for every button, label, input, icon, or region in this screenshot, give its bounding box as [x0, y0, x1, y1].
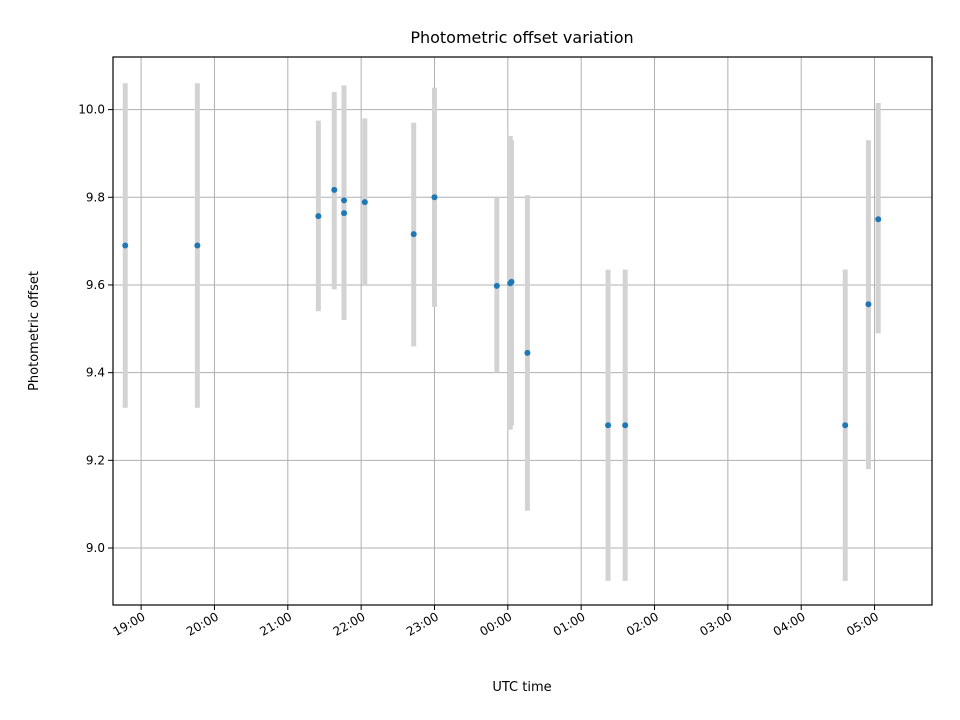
y-tick-label: 10.0 — [78, 103, 105, 117]
data-point — [331, 186, 338, 193]
data-point — [524, 349, 531, 356]
y-tick-label: 9.0 — [86, 541, 105, 555]
data-point — [865, 301, 872, 308]
data-point — [431, 194, 438, 201]
data-point — [122, 242, 129, 249]
x-axis-label: UTC time — [492, 680, 551, 695]
data-point — [315, 213, 322, 220]
data-point — [361, 199, 368, 206]
chart-title: Photometric offset variation — [410, 28, 633, 47]
y-tick-label: 9.6 — [86, 278, 105, 292]
data-point — [341, 197, 348, 204]
y-tick-label: 9.2 — [86, 453, 105, 467]
data-points — [122, 186, 882, 429]
plot-area-background — [113, 57, 932, 605]
y-axis-label: Photometric offset — [27, 271, 42, 391]
data-point — [875, 216, 882, 223]
data-point — [341, 210, 348, 217]
data-point — [508, 278, 515, 285]
data-point — [493, 282, 500, 289]
data-point — [622, 422, 629, 429]
y-axis-ticks: 9.0 9.2 9.4 9.6 9.8 10.0 — [78, 103, 113, 555]
data-point — [605, 422, 612, 429]
data-point — [194, 242, 201, 249]
plot-frame — [112, 56, 933, 606]
y-tick-label: 9.8 — [86, 190, 105, 204]
grid — [113, 57, 932, 605]
data-point — [842, 422, 849, 429]
y-tick-label: 9.4 — [86, 366, 105, 380]
data-point — [410, 231, 417, 238]
